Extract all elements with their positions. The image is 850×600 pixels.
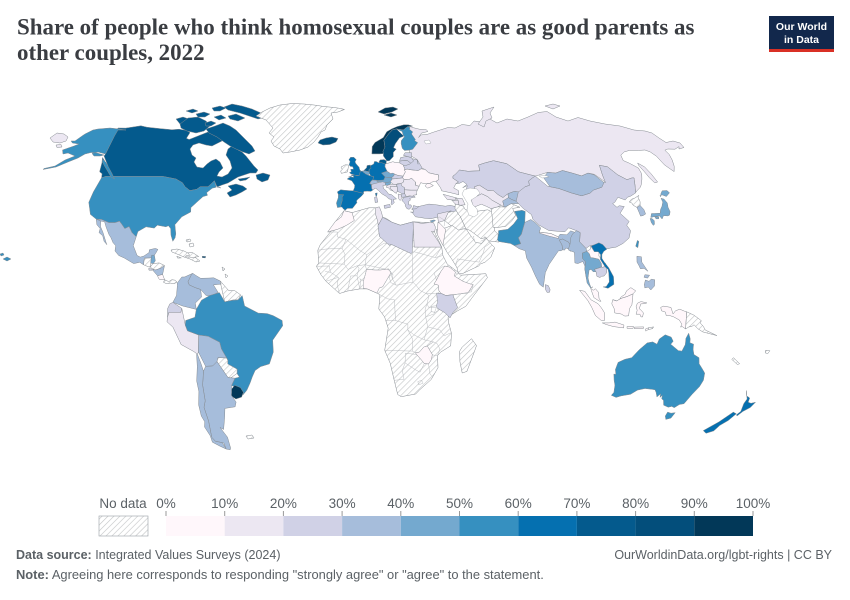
svg-text:50%: 50% <box>446 496 473 511</box>
svg-text:80%: 80% <box>622 496 649 511</box>
svg-text:60%: 60% <box>505 496 532 511</box>
svg-text:70%: 70% <box>563 496 590 511</box>
svg-text:30%: 30% <box>329 496 356 511</box>
svg-text:10%: 10% <box>211 496 238 511</box>
svg-text:90%: 90% <box>681 496 708 511</box>
svg-text:No data: No data <box>99 496 147 511</box>
svg-text:20%: 20% <box>270 496 297 511</box>
svg-text:0%: 0% <box>156 496 176 511</box>
svg-text:100%: 100% <box>736 496 771 511</box>
svg-text:40%: 40% <box>387 496 414 511</box>
